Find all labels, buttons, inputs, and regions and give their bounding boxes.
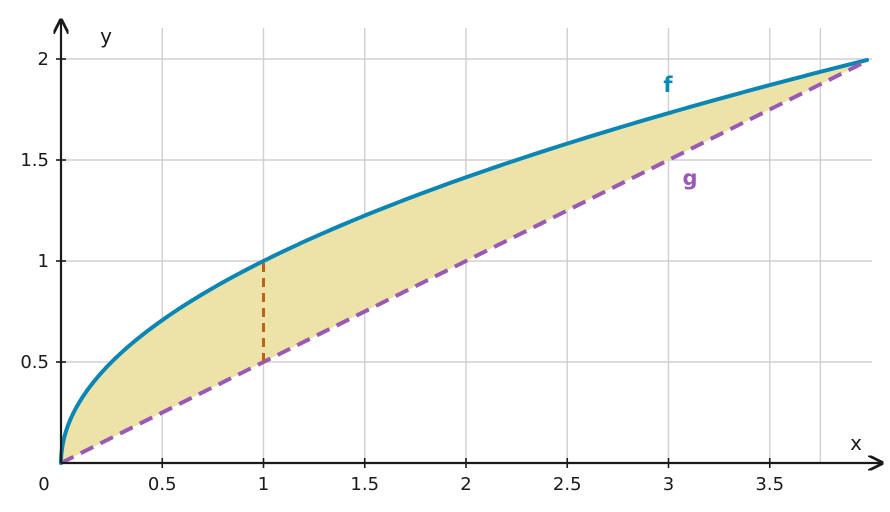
x-tick-label: 3 (663, 474, 674, 495)
x-tick-label: 2.5 (553, 474, 582, 495)
x-tick-label: 3.5 (755, 474, 784, 495)
tick-marks-and-labels: 0.5 1 1.5 2 2.5 3 3.5 0.5 1 1.5 2 (20, 49, 784, 495)
y-tick-label: 1.5 (20, 150, 49, 171)
y-tick-label: 0.5 (20, 352, 49, 373)
y-tick-label: 1 (38, 251, 49, 272)
x-axis-label: x (850, 431, 862, 455)
origin-label: 0 (38, 474, 49, 495)
series-layer (59, 58, 869, 465)
gridlines (61, 28, 872, 463)
x-tick-label: 2 (460, 474, 471, 495)
series-label-g: g (682, 166, 697, 190)
y-tick-label: 2 (38, 49, 49, 70)
x-tick-label: 1.5 (350, 474, 379, 495)
x-tick-label: 0.5 (148, 474, 177, 495)
series-label-f: f (663, 73, 673, 97)
series-g-line (60, 59, 868, 465)
y-axis-label: y (100, 24, 112, 48)
series-f-line (59, 58, 869, 465)
x-tick-label: 1 (258, 474, 269, 495)
